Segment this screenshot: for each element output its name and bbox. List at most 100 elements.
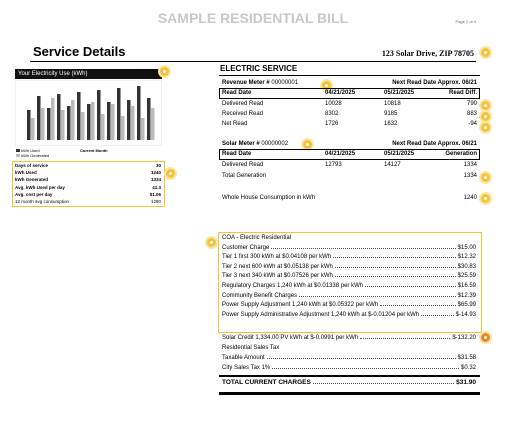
meter-number: 00000002 — [261, 141, 289, 147]
charge-amount: $15.00 — [457, 244, 476, 251]
chart-bar — [27, 110, 31, 140]
usage-legend: kWh Used kWh Generated — [16, 148, 49, 158]
legend-label: kWh Generated — [21, 153, 50, 158]
read-value: 10818 — [384, 101, 401, 107]
charges-box — [218, 232, 482, 333]
charge-label: Tier 3 next 340 kWh at $0.07526 per kWh — [222, 273, 333, 280]
usage-table: Days of service 30 kWh Used 1240 kWh Generat… — [12, 161, 165, 207]
charge-amount: $0.32 — [460, 365, 476, 371]
callout-marker — [303, 140, 312, 149]
chart-bar — [37, 96, 41, 140]
chart-bar — [107, 102, 111, 140]
leader — [365, 285, 456, 287]
chart-bar — [67, 106, 71, 140]
leader — [334, 266, 456, 268]
table-header-box — [219, 88, 480, 99]
chart-bar — [47, 108, 51, 140]
charge-label: TOTAL CURRENT CHARGES — [222, 379, 311, 386]
charge-label: Taxable Amount — [222, 355, 265, 361]
chart-bar — [81, 112, 85, 140]
read-value: -94 — [468, 121, 477, 127]
usage-label: Avg. cost per day — [15, 191, 53, 197]
bill-title: SAMPLE RESIDENTIAL BILL — [157, 10, 349, 26]
chart-bar — [127, 100, 131, 140]
chart-bar — [51, 98, 55, 140]
callout-marker — [481, 112, 490, 121]
chart-bar — [141, 118, 145, 140]
table-header: 05/21/2025 — [384, 90, 415, 96]
leader — [271, 247, 456, 249]
rule — [219, 375, 480, 377]
usage-value: 1240 — [150, 170, 161, 176]
table-header: Read Date — [222, 90, 252, 96]
chart-bar — [41, 108, 45, 140]
charge-amount: $-132.20 — [452, 335, 476, 341]
usage-row: 12 month avg consumption 1280 — [15, 199, 161, 204]
usage-row: kWh Generated 1334 — [15, 177, 161, 182]
leader — [299, 295, 456, 297]
table-header: Generation — [445, 151, 477, 157]
chart-bars — [27, 86, 155, 140]
divider — [30, 61, 476, 62]
charge-amount: $30.83 — [457, 263, 476, 270]
charge-amount: $12.32 — [457, 254, 476, 261]
next-read: Next Read Date Approx. 06/21 — [392, 141, 477, 147]
charge-amount: $65.99 — [457, 302, 476, 309]
leader — [312, 383, 455, 384]
charge-row: Customer Charge $15.00 — [222, 245, 476, 251]
usage-label: Days of service — [15, 163, 49, 168]
charge-label: Community Benefit Charges — [222, 292, 298, 299]
usage-value: 1280 — [150, 199, 161, 204]
charge-row: Regulatory Charges 1,240 kWh at $0.01338… — [222, 283, 476, 289]
table-header: Read Diff. — [448, 90, 477, 96]
chart-bar — [71, 100, 75, 140]
read-value: 1726 — [325, 121, 339, 127]
chart-bar — [87, 104, 91, 140]
charge-label: Regulatory Charges 1,240 kWh at $0.01338… — [222, 282, 364, 289]
read-value: 12793 — [325, 162, 342, 168]
usage-row: kWh Used 1240 — [15, 170, 161, 175]
usage-row: Days of service 30 — [15, 163, 161, 168]
usage-value: 1334 — [150, 177, 161, 183]
charge-row: Community Benefit Charges $12.39 — [222, 293, 476, 299]
usage-label: Avg. kWh Used per day — [15, 184, 65, 190]
chart-bar — [137, 86, 141, 140]
read-label: Delivered Read — [222, 162, 264, 168]
total-generation-label: Total Generation — [222, 173, 267, 179]
chart-bar — [101, 114, 105, 140]
current-month: Current Month — [80, 148, 108, 153]
table-header-box — [219, 149, 480, 160]
usage-header: Your Electricity Use (kWh) — [15, 69, 162, 79]
charge-label: Power Supply Administrative Adjustment 1… — [222, 311, 420, 318]
callout-marker — [481, 173, 490, 182]
meter-label: Revenue Meter # 00000001 — [222, 80, 298, 86]
leader — [334, 276, 456, 278]
page-number: Page 2 of 4 — [455, 19, 476, 24]
charge-row: TOTAL CURRENT CHARGES $31.90 — [222, 379, 476, 386]
charge-amount: $16.59 — [457, 282, 476, 289]
leader — [266, 358, 456, 359]
callout-marker — [481, 123, 490, 132]
charge-amount: $12.39 — [457, 292, 476, 299]
charge-row: Power Supply Administrative Adjustment 1… — [222, 312, 476, 318]
chart-bar — [61, 110, 65, 140]
meter-label: Solar Meter # 00000002 — [222, 141, 288, 147]
read-value: 14127 — [384, 162, 401, 168]
leader — [380, 305, 456, 307]
callout-marker — [207, 238, 216, 247]
address: 123 Solar Drive, ZIP 78705 — [381, 49, 474, 58]
chart-bar — [31, 118, 35, 140]
read-label: Received Read — [222, 111, 264, 117]
callout-star — [481, 333, 490, 342]
tax-title: Residential Sales Tax — [222, 345, 280, 351]
usage-row: Avg. kWh Used per day 41.3 — [15, 185, 161, 190]
whole-house-label: Whole House Consumption in kWh — [222, 195, 316, 201]
charge-row: Solar Credit 1,334.00 PV kWh at $-0.0991… — [222, 335, 476, 341]
charge-row: Tier 3 next 340 kWh at $0.07526 per kWh $… — [222, 273, 476, 279]
read-label: Net Read — [222, 121, 248, 127]
chart-bar — [77, 92, 81, 140]
leader — [421, 314, 454, 316]
usage-value: $1.06 — [149, 191, 161, 197]
whole-house-value: 1240 — [463, 195, 477, 201]
